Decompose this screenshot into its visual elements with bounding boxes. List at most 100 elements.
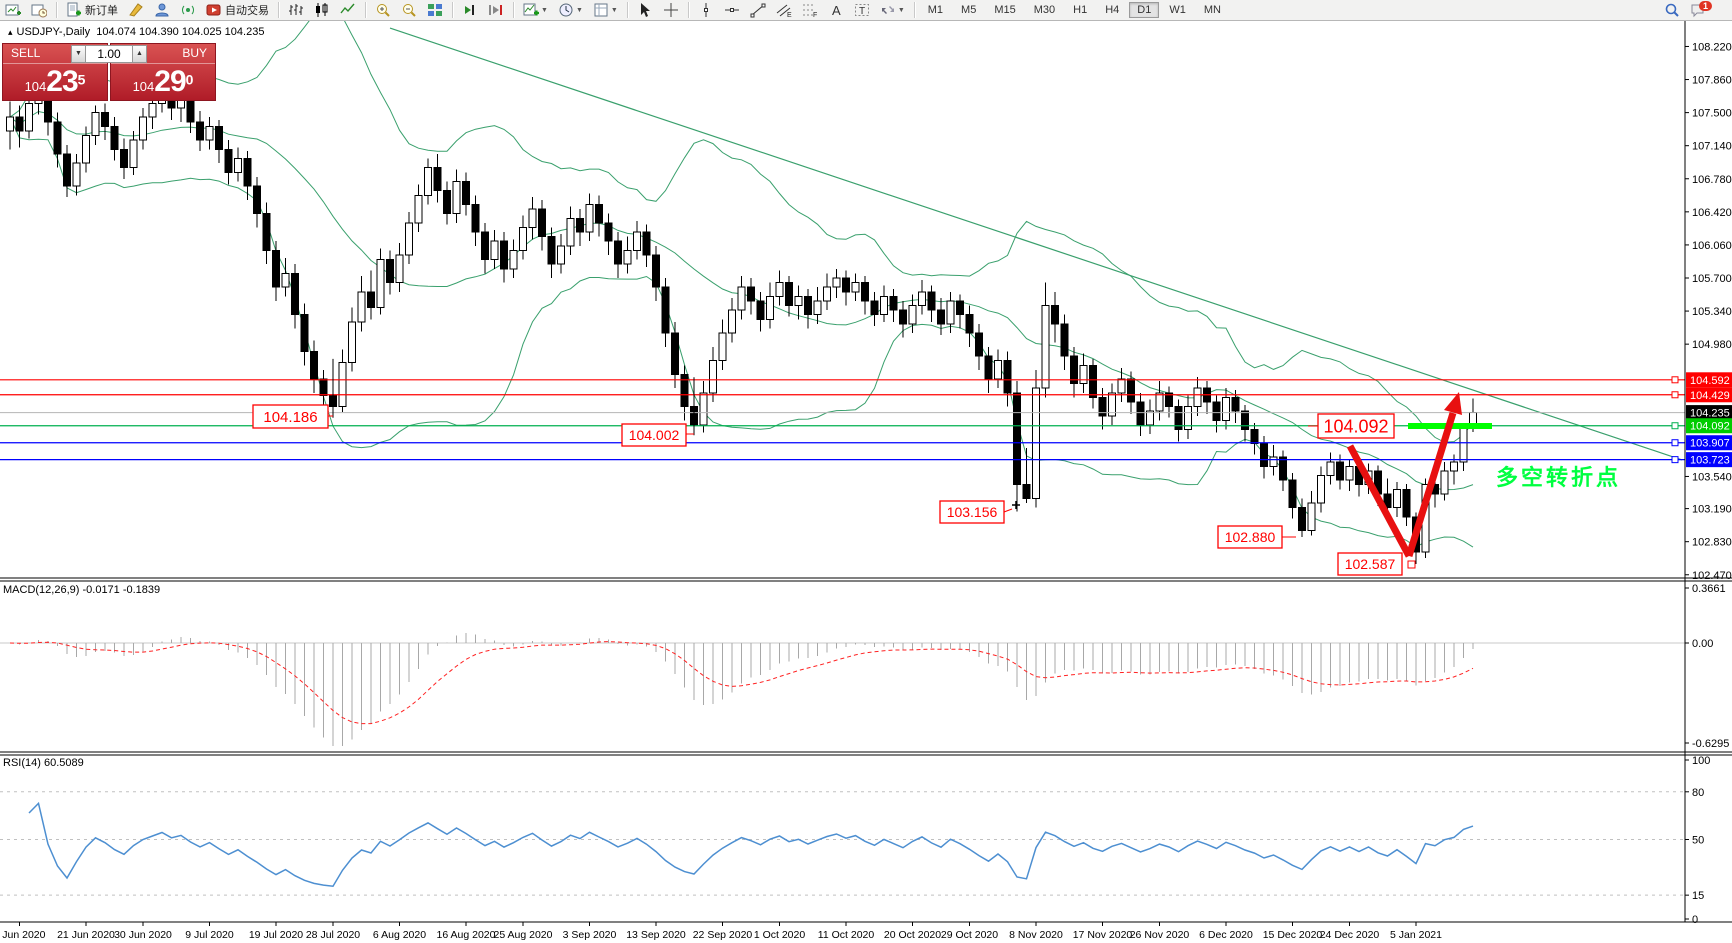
candle [652,245,660,301]
macd-histogram [0,632,1685,746]
red-up-arrow-line[interactable] [1405,411,1457,558]
zoom-in-button[interactable] [371,0,395,20]
hline-103.907[interactable] [0,439,1685,447]
new-chart-button[interactable] [1,0,25,20]
descending-trendline[interactable] [389,27,1683,461]
price-annotation-104.092[interactable]: 104.092 [1308,413,1395,439]
line-chart-button[interactable] [336,0,360,20]
candle [196,110,204,152]
candle [1307,491,1316,536]
candle [547,227,556,278]
profiles-button[interactable] [27,0,51,20]
horizontal-line-button[interactable] [720,0,744,20]
sell-button[interactable]: SELL 104235 [2,43,108,101]
candle [1298,498,1306,538]
candle [509,239,518,278]
timeframe-m15-button[interactable]: M15 [994,4,1016,16]
candle [965,305,974,347]
svg-text:106.780: 106.780 [1692,174,1732,186]
fibonacci-button[interactable]: F [798,0,822,20]
svg-text:8 Nov 2020: 8 Nov 2020 [1009,929,1063,941]
community-button[interactable] [150,0,174,20]
price-annotation-103.156[interactable]: 103.156 [939,500,1020,524]
volume-increase-button[interactable]: ▲ [132,45,147,63]
timeframe-m5-button[interactable]: M5 [961,4,977,16]
candle [851,273,860,301]
chevron-down-icon: ▼ [575,6,583,14]
rsi-label: RSI(14) 60.5089 [3,757,84,769]
candle [680,365,689,421]
cursor-button[interactable] [633,0,657,20]
candlestick-chart-button[interactable] [310,0,334,20]
svg-text:104.592: 104.592 [1690,375,1730,387]
candle [1250,423,1259,455]
ask-price: 104290 [132,65,194,98]
svg-text:103.540: 103.540 [1692,471,1732,483]
candle [699,380,708,433]
svg-text:104.092: 104.092 [1690,421,1730,433]
candle [53,112,62,168]
zoom-out-button[interactable] [397,0,421,20]
autotrading-button[interactable]: 自动交易 [202,0,273,20]
price-annotation-104.186[interactable]: 104.186 [252,358,334,429]
svg-text:103.156: 103.156 [947,504,998,520]
timeframe-w1-button[interactable]: W1 [1169,4,1186,16]
templates-button[interactable]: ▼ [589,0,622,20]
chat-button[interactable]: 1 [1686,0,1723,20]
svg-text:0.3661: 0.3661 [1692,583,1726,595]
chart-background [0,20,1732,943]
timeframe-m30-button[interactable]: M30 [1033,4,1056,16]
trendline-button[interactable] [746,0,770,20]
candle [357,276,366,332]
auto-scroll-button[interactable] [458,0,482,20]
timeframe-m1-button[interactable]: M1 [927,4,944,16]
svg-text:1 Jun 2020: 1 Jun 2020 [0,929,46,941]
candle [1317,466,1325,513]
svg-text:22 Sep 2020: 22 Sep 2020 [693,929,753,941]
price-annotation-102.587[interactable]: 102.587 [1337,552,1416,576]
svg-text:30 Jun 2020: 30 Jun 2020 [114,929,172,941]
text-label-button[interactable]: T [850,0,874,20]
timeframe-d1-button[interactable]: D1 [1129,2,1160,18]
toolbar-separator [365,2,366,18]
price-annotation-102.880[interactable]: 102.880 [1217,525,1296,549]
one-click-collapse-icon[interactable]: ▴ [8,27,13,37]
arrows-button[interactable]: ▼ [876,0,909,20]
market-button[interactable] [176,0,200,20]
crosshair-icon [663,3,678,17]
svg-text:105.340: 105.340 [1692,306,1732,318]
periods-button[interactable]: ▼ [554,0,587,20]
svg-text:103.190: 103.190 [1692,504,1732,516]
search-button[interactable] [1660,0,1684,20]
timeframe-h1-button[interactable]: H1 [1073,4,1088,16]
candle [386,250,394,295]
vertical-line-button[interactable] [694,0,718,20]
volume-input[interactable] [86,45,132,63]
volume-decrease-button[interactable]: ▼ [71,45,86,63]
turning-point-note[interactable]: 多空转折点 [1496,465,1621,490]
bollinger-upper-band[interactable] [9,6,1474,443]
tile-windows-button[interactable] [423,0,447,20]
candle [519,215,527,260]
candle [1241,404,1249,442]
timeframe-h4-button[interactable]: H4 [1105,4,1120,16]
red-down-arrow-line[interactable] [1346,444,1413,558]
text-button[interactable]: A [824,0,848,20]
bar-chart-button[interactable] [284,0,308,20]
svg-text:104.092: 104.092 [1323,416,1388,436]
timeframe-mn-button[interactable]: MN [1203,4,1221,16]
price-annotation-104.002[interactable]: 104.002 [621,377,695,447]
equidistant-channel-button[interactable]: E [772,0,796,20]
candle [946,291,955,334]
crosshair-button[interactable] [659,0,683,20]
equidistant-channel-icon: E [776,4,792,18]
metaeditor-button[interactable] [124,0,148,20]
svg-text:106.420: 106.420 [1692,207,1732,219]
hline-103.723[interactable] [0,456,1685,464]
hline-104.592[interactable] [0,376,1685,384]
hline-104.429[interactable] [0,391,1685,399]
candle [842,270,850,306]
chart-shift-button[interactable] [484,0,508,20]
new-order-button[interactable]: 新订单 [62,0,122,20]
indicators-button[interactable]: ▼ [519,0,552,20]
